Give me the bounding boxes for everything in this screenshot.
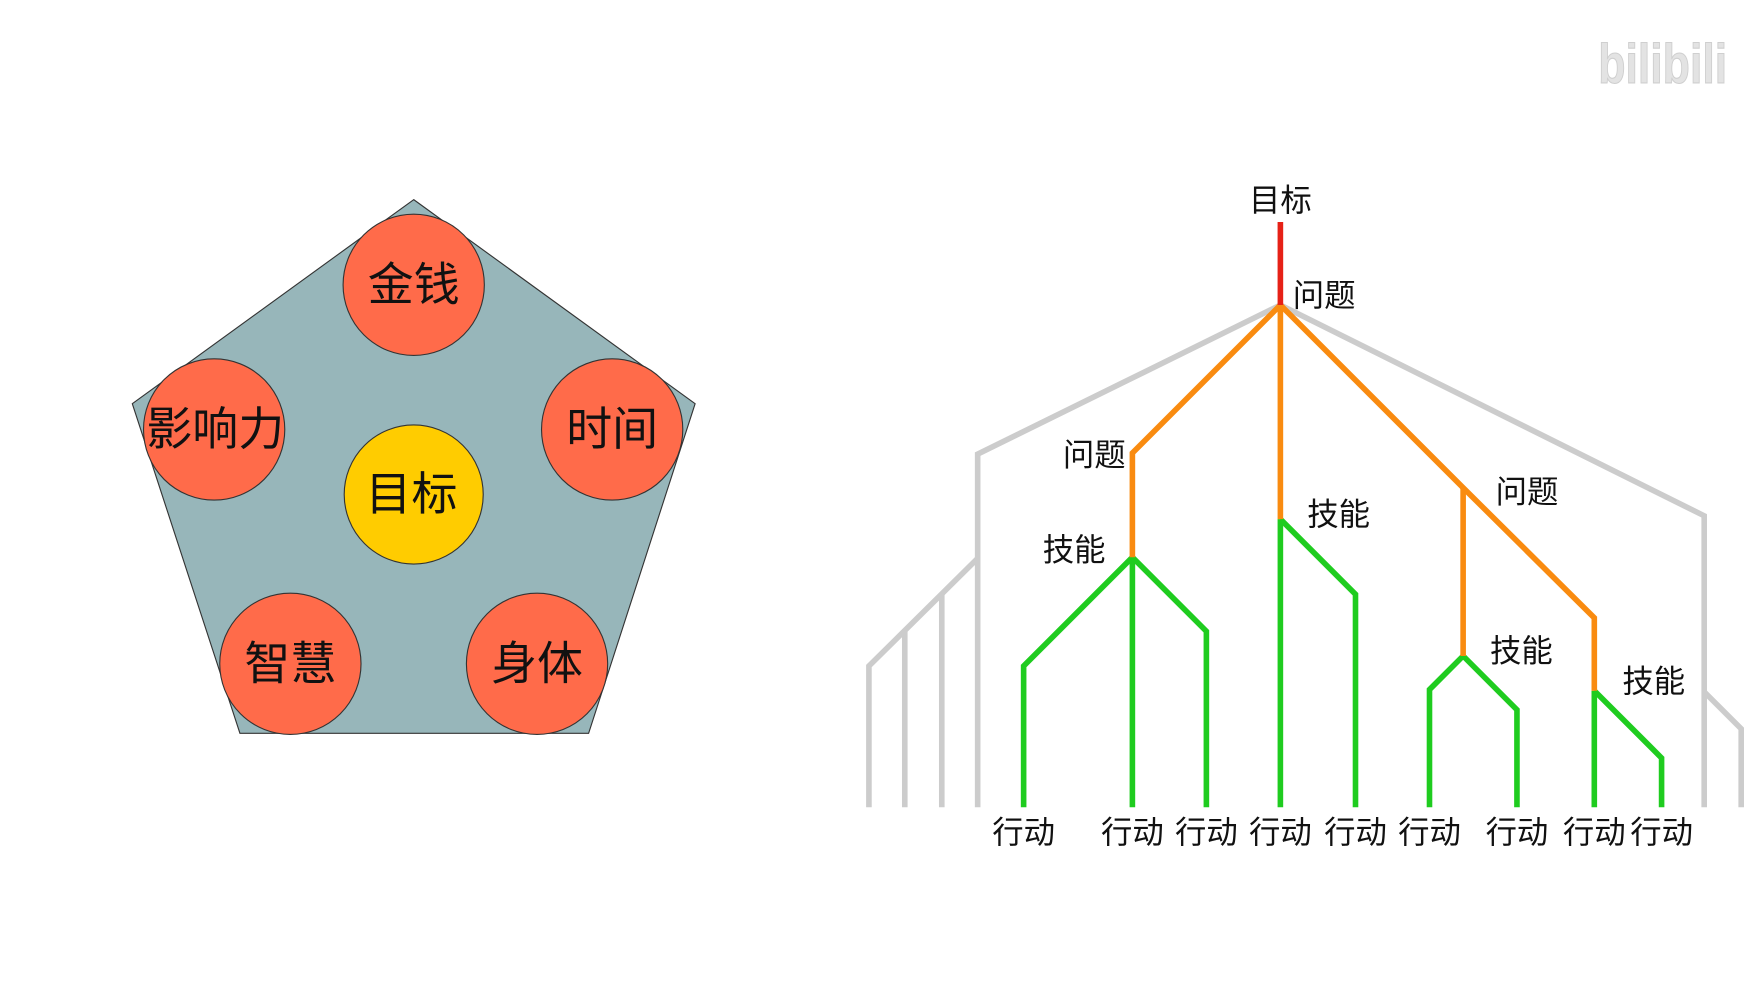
node-wisdom-circle: [219, 592, 362, 735]
skill-branch: [1461, 653, 1520, 808]
background-branch: [974, 302, 1282, 808]
node-time-label: 时间: [566, 402, 658, 456]
background-branch: [866, 556, 980, 808]
skill-branch: [1020, 555, 1135, 808]
background-branch: [1702, 689, 1744, 808]
problem-branch: [1129, 303, 1283, 558]
action-label: 行动: [1175, 815, 1238, 851]
skill-branch: [1278, 517, 1359, 808]
problem-label: 问题: [1293, 278, 1356, 314]
goal-label: 目标: [1249, 183, 1312, 219]
node-influence-circle: [142, 358, 286, 501]
center-goal-label: 目标: [366, 467, 458, 521]
action-label: 行动: [1398, 815, 1461, 851]
bilibili-watermark-logo: bilibili: [1598, 32, 1727, 95]
action-label: 行动: [1324, 815, 1387, 851]
goal-tree-diagram: 目标 问题 问题 问题 技能 技能 技能 技能 行动 行动 行动 行动 行动 行…: [866, 183, 1744, 851]
node-time-circle: [540, 358, 684, 501]
pentagon-diagram: 金钱 时间 身体 智慧 影响力 目标: [131, 198, 696, 735]
problem-label: 问题: [1063, 437, 1126, 473]
node-influence-label: 影响力: [146, 402, 284, 456]
action-label: 行动: [1101, 815, 1164, 851]
background-branch: [1279, 302, 1707, 808]
skill-branches: [1020, 517, 1665, 808]
skill-branch: [1130, 555, 1210, 808]
problem-branch: [1278, 303, 1598, 691]
skill-label: 技能: [1622, 664, 1685, 700]
action-label: 行动: [1563, 815, 1626, 851]
node-money-label: 金钱: [368, 258, 460, 312]
skill-label: 技能: [1490, 634, 1553, 670]
action-label: 行动: [1249, 815, 1312, 851]
background-branches: [866, 302, 1744, 808]
problem-branches: [1129, 303, 1598, 691]
action-label: 行动: [1486, 815, 1549, 851]
skill-branch: [1426, 653, 1466, 808]
action-label: 行动: [1630, 815, 1693, 851]
skill-branch: [1592, 688, 1665, 808]
pentagon-nodes: [142, 213, 684, 735]
center-goal-circle: [343, 424, 484, 565]
skill-label: 技能: [1307, 497, 1370, 533]
node-body-circle: [465, 592, 609, 735]
action-label: 行动: [992, 815, 1055, 851]
problem-label: 问题: [1496, 474, 1559, 510]
node-body-label: 身体: [491, 636, 583, 690]
node-money-circle: [342, 213, 485, 357]
node-wisdom-label: 智慧: [244, 636, 336, 690]
skill-label: 技能: [1043, 533, 1106, 569]
